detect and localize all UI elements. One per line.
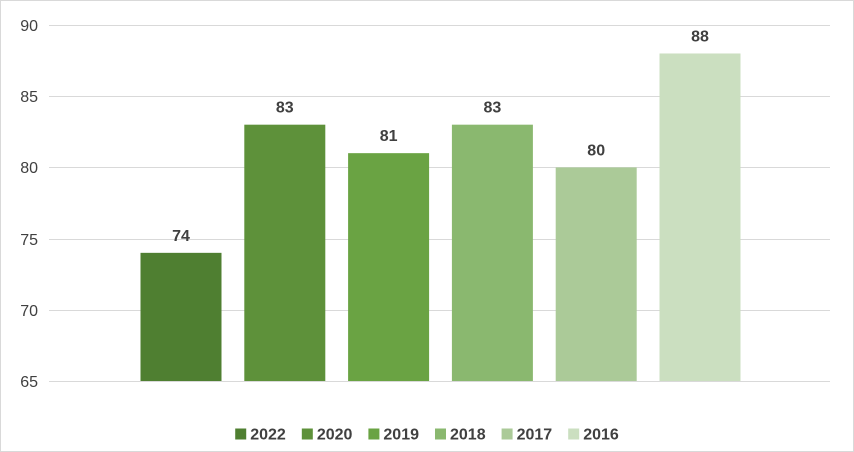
legend-swatch-2020 xyxy=(301,428,313,440)
data-labels: 74 83 81 83 80 88 xyxy=(172,28,709,244)
data-label-2019: 81 xyxy=(380,128,398,145)
data-label-2020: 83 xyxy=(276,100,294,117)
legend-item-2020: 2020 xyxy=(301,427,353,444)
y-tick-label-75: 75 xyxy=(20,232,38,249)
legend-swatch-2018 xyxy=(435,428,446,440)
bar-2022 xyxy=(140,252,222,381)
y-tick-label-80: 80 xyxy=(20,160,38,177)
y-tick-label-85: 85 xyxy=(20,89,38,106)
data-label-2018: 83 xyxy=(484,100,502,117)
legend-item-2017: 2017 xyxy=(501,427,553,444)
legend-label-2016: 2016 xyxy=(583,427,619,444)
legend-swatch-2017 xyxy=(501,428,513,440)
bar-2019 xyxy=(348,153,430,381)
legend-swatch-2022 xyxy=(235,428,247,440)
legend: 2022 2020 2019 2018 2017 2016 xyxy=(235,427,619,444)
bar-2020 xyxy=(244,124,326,382)
legend-item-2019: 2019 xyxy=(368,427,419,444)
bars xyxy=(140,53,741,382)
legend-item-2022: 2022 xyxy=(235,427,286,444)
y-tick-label-65: 65 xyxy=(20,374,38,391)
legend-label-2020: 2020 xyxy=(317,427,353,444)
y-axis-tick-labels: 65 70 75 80 85 90 xyxy=(20,18,38,391)
legend-label-2019: 2019 xyxy=(383,427,419,444)
legend-label-2017: 2017 xyxy=(517,427,553,444)
y-tick-label-90: 90 xyxy=(20,18,38,35)
data-label-2017: 80 xyxy=(587,142,605,159)
bar-2016 xyxy=(659,53,741,381)
legend-item-2016: 2016 xyxy=(568,427,619,444)
legend-swatch-2019 xyxy=(368,428,380,440)
y-tick-label-70: 70 xyxy=(20,303,38,320)
legend-item-2018: 2018 xyxy=(435,427,486,444)
bar-2018 xyxy=(451,124,533,382)
legend-swatch-2016 xyxy=(568,428,580,440)
data-label-2022: 74 xyxy=(172,228,190,245)
data-label-2016: 88 xyxy=(691,28,709,45)
bar-2017 xyxy=(555,167,637,381)
legend-label-2022: 2022 xyxy=(250,427,286,444)
legend-label-2018: 2018 xyxy=(450,427,486,444)
